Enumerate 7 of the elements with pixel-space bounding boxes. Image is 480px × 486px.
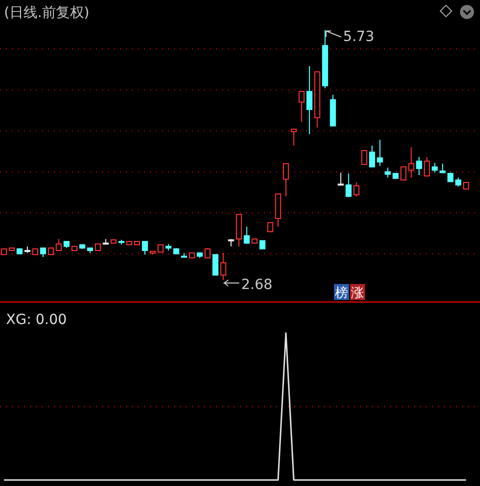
annotation: 2.68: [241, 277, 272, 293]
candlestick: [408, 146, 414, 178]
annotation: 5.73: [343, 29, 374, 45]
chart-title: XG: 0.00: [6, 312, 67, 328]
candlestick: [220, 252, 226, 280]
candlestick: [306, 66, 312, 135]
chart-title: (日线.前复权): [4, 5, 90, 21]
